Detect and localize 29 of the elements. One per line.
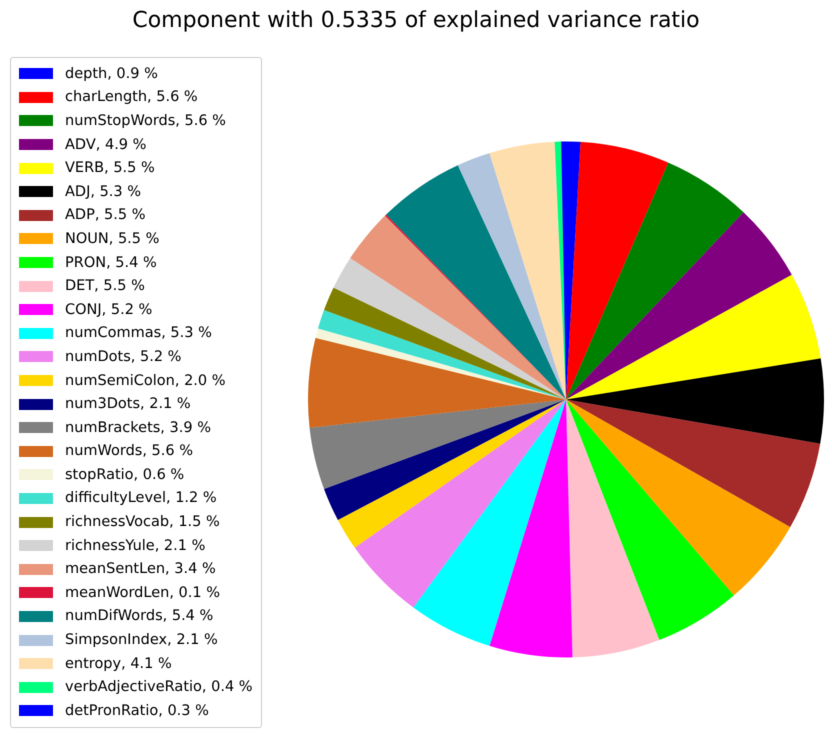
legend-label: VERB, 5.5 % [65,160,155,176]
legend-label: SimpsonIndex, 2.1 % [65,632,218,648]
chart-title: Component with 0.5335 of explained variance ratio [131,8,701,33]
legend-label: richnessVocab, 1.5 % [65,514,220,530]
legend-label: numDifWords, 5.4 % [65,608,214,624]
legend-label: richnessYule, 2.1 % [65,538,206,554]
legend-label: charLength, 5.6 % [65,89,198,106]
legend-label: num3Dots, 2.1 % [65,396,191,412]
legend-label: meanSentLen, 3.4 % [65,561,216,578]
legend-label: numWords, 5.6 % [65,443,193,460]
legend-label: stopRatio, 0.6 % [65,466,184,483]
legend-label: NOUN, 5.5 % [65,230,160,247]
legend-label: depth, 0.9 % [65,66,158,82]
legend-label: numBrackets, 3.9 % [65,420,211,436]
legend-label: ADV, 4.9 % [65,136,146,153]
legend-label: numCommas, 5.3 % [65,325,212,342]
legend-label: PRON, 5.4 % [65,254,157,271]
legend-label: numStopWords, 5.6 % [65,112,226,129]
legend-label: ADP, 5.5 % [65,207,146,224]
legend-label: entropy, 4.1 % [65,656,172,672]
legend-label: detPronRatio, 0.3 % [65,702,209,719]
legend-label: numSemiColon, 2.0 % [65,372,226,389]
legend-label: CONJ, 5.2 % [65,302,152,318]
legend-label: meanWordLen, 0.1 % [65,584,220,601]
legend-label: verbAdjectiveRatio, 0.4 % [65,679,253,696]
legend-label: ADJ, 5.3 % [65,184,142,200]
legend-label: DET, 5.5 % [65,278,145,294]
legend-label: numDots, 5.2 % [65,348,182,365]
legend-label: difficultyLevel, 1.2 % [65,490,217,506]
